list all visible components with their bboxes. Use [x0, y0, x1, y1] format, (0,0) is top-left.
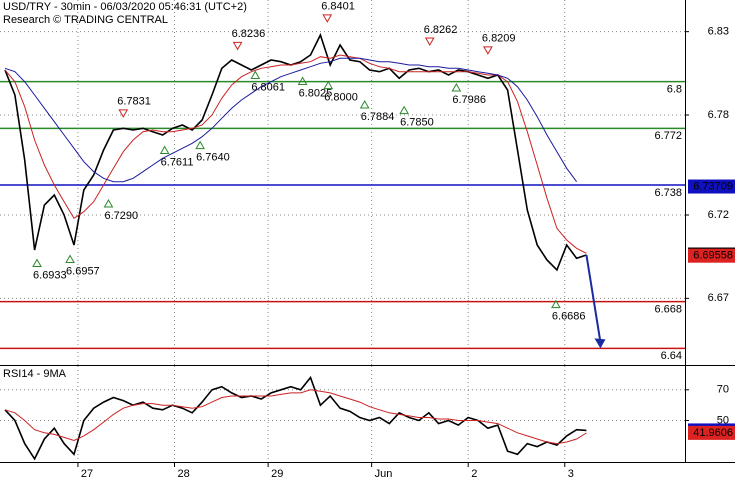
forecast-arrowhead [594, 338, 606, 349]
annotation-label: 6.7611 [161, 156, 194, 168]
high-marker [232, 41, 243, 51]
annotation-label: 6.6686 [552, 311, 586, 323]
annotation-label: 6.6933 [33, 269, 67, 281]
annotation-label: 6.7831 [117, 96, 151, 108]
annotation-label: 6.8262 [424, 24, 458, 36]
value-box [688, 248, 735, 263]
low-marker [551, 299, 561, 309]
low-marker [399, 105, 409, 115]
annotation-label: 6.8236 [232, 28, 266, 40]
value-box [688, 425, 735, 440]
forecast-arrow [585, 254, 602, 343]
value-box [688, 179, 735, 194]
value-box-label: 6.73709 [693, 180, 733, 192]
low-marker [359, 99, 370, 109]
high-marker [322, 14, 333, 23]
price-line [4, 375, 587, 461]
y-tick-label: 6.78 [708, 109, 729, 121]
low-marker [250, 70, 261, 79]
annotation-label: 6.7850 [400, 117, 434, 129]
panel-title: RSI14 - 9MA [3, 368, 67, 380]
level-label: 6.772 [654, 130, 682, 142]
annotation-label: 6.6957 [66, 265, 100, 277]
annotation-label: 6.8025 [299, 87, 333, 99]
annotation-label: 6.7884 [361, 111, 395, 123]
low-marker [32, 258, 42, 267]
low-marker [159, 145, 170, 154]
annotation-label: 6.7640 [196, 152, 230, 164]
value-box-label: 41.9606 [693, 427, 733, 439]
low-marker [323, 80, 334, 90]
annotation-label: 6.8401 [321, 1, 355, 13]
annotation-label: 6.8061 [251, 81, 285, 93]
ma-line [4, 54, 587, 254]
chart-title: USD/TRY - 30min - 06/03/2020 05:46:31 (U… [3, 1, 247, 13]
value-box-label: 6.69558 [693, 250, 733, 262]
level-label: 6.64 [661, 350, 682, 362]
high-marker [424, 37, 435, 47]
chart-subtitle: Research © TRADING CENTRAL [3, 14, 168, 26]
level-label: 6.8 [667, 84, 682, 96]
low-marker [195, 140, 205, 150]
level-label: 6.668 [654, 304, 682, 316]
high-marker [483, 46, 493, 55]
x-tick-label: 2 [471, 468, 477, 480]
ma-line [4, 389, 587, 445]
y-tick-label: 70 [717, 384, 729, 396]
y-tick-label: 6.67 [708, 292, 729, 304]
x-tick-label: 27 [81, 468, 93, 480]
x-tick-label: 28 [178, 468, 190, 480]
annotation-label: 6.7986 [452, 94, 486, 106]
x-tick-label: 29 [271, 468, 283, 480]
low-marker [451, 82, 462, 92]
annotation-label: 6.8000 [324, 92, 358, 104]
annotation-label: 6.7290 [104, 210, 138, 222]
price-line [4, 32, 587, 272]
low-marker [297, 76, 308, 85]
y-tick-label: 6.83 [708, 26, 729, 38]
high-marker [118, 109, 129, 118]
low-marker [65, 254, 75, 263]
ma-line [4, 57, 578, 183]
y-tick-label: 6.72 [708, 209, 729, 221]
level-label: 6.738 [654, 187, 682, 199]
low-marker [103, 198, 114, 208]
x-tick-label: 3 [568, 468, 574, 480]
annotation-label: 6.8209 [482, 33, 516, 45]
x-tick-label: Jun [375, 468, 393, 480]
